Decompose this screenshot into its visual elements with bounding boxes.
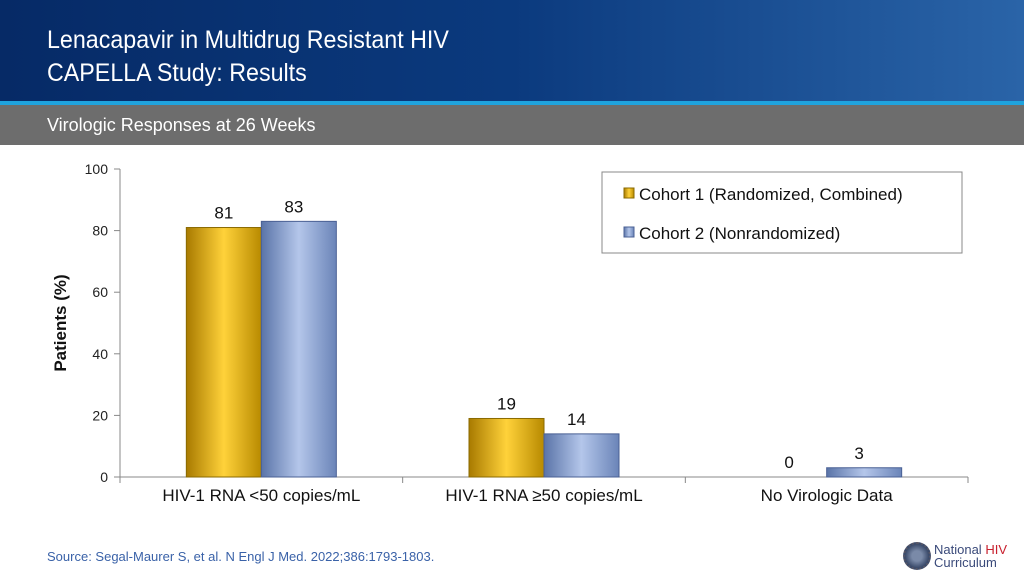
bar xyxy=(468,417,545,478)
legend-label: Cohort 2 (Nonrandomized) xyxy=(639,224,840,243)
national-hiv-curriculum-logo: National HIV Curriculum xyxy=(903,542,1007,570)
data-label: 3 xyxy=(854,444,863,463)
logo-text: National xyxy=(934,542,986,557)
y-tick-label: 80 xyxy=(92,223,108,239)
bar xyxy=(826,467,903,478)
y-tick-label: 0 xyxy=(100,469,108,485)
data-label: 83 xyxy=(284,197,303,216)
bar xyxy=(543,433,620,478)
subtitle-band: Virologic Responses at 26 Weeks xyxy=(0,105,1024,145)
slide-title: Lenacapavir in Multidrug Resistant HIV CA… xyxy=(47,24,449,90)
legend-label: Cohort 1 (Randomized, Combined) xyxy=(639,185,903,204)
data-label: 0 xyxy=(784,453,793,472)
logo-text-hiv: HIV xyxy=(985,542,1007,557)
logo-text-2: Curriculum xyxy=(934,555,997,570)
bar xyxy=(185,227,262,478)
y-axis-label: Patients (%) xyxy=(51,274,70,371)
x-tick-label: No Virologic Data xyxy=(761,486,894,505)
data-label: 14 xyxy=(567,410,586,429)
title-line-1: Lenacapavir in Multidrug Resistant HIV xyxy=(47,26,449,54)
y-tick-label: 100 xyxy=(85,161,109,177)
data-label: 81 xyxy=(214,204,233,223)
divider xyxy=(0,101,1024,105)
y-tick-label: 20 xyxy=(92,407,108,423)
title-line-2: CAPELLA Study: Results xyxy=(47,59,307,87)
y-tick-label: 60 xyxy=(92,284,108,300)
x-tick-label: HIV-1 RNA ≥50 copies/mL xyxy=(445,486,642,505)
subtitle: Virologic Responses at 26 Weeks xyxy=(47,115,316,135)
x-tick-label: HIV-1 RNA <50 copies/mL xyxy=(162,486,360,505)
legend-swatch xyxy=(623,226,635,238)
legend xyxy=(601,171,963,254)
data-label: 19 xyxy=(497,394,516,413)
header-banner: Lenacapavir in Multidrug Resistant HIV CA… xyxy=(0,0,1024,101)
source-citation: Source: Segal-Maurer S, et al. N Engl J … xyxy=(47,549,435,564)
legend-swatch xyxy=(623,187,635,199)
globe-icon xyxy=(903,542,931,570)
y-tick-label: 40 xyxy=(92,346,108,362)
bar xyxy=(260,220,337,478)
